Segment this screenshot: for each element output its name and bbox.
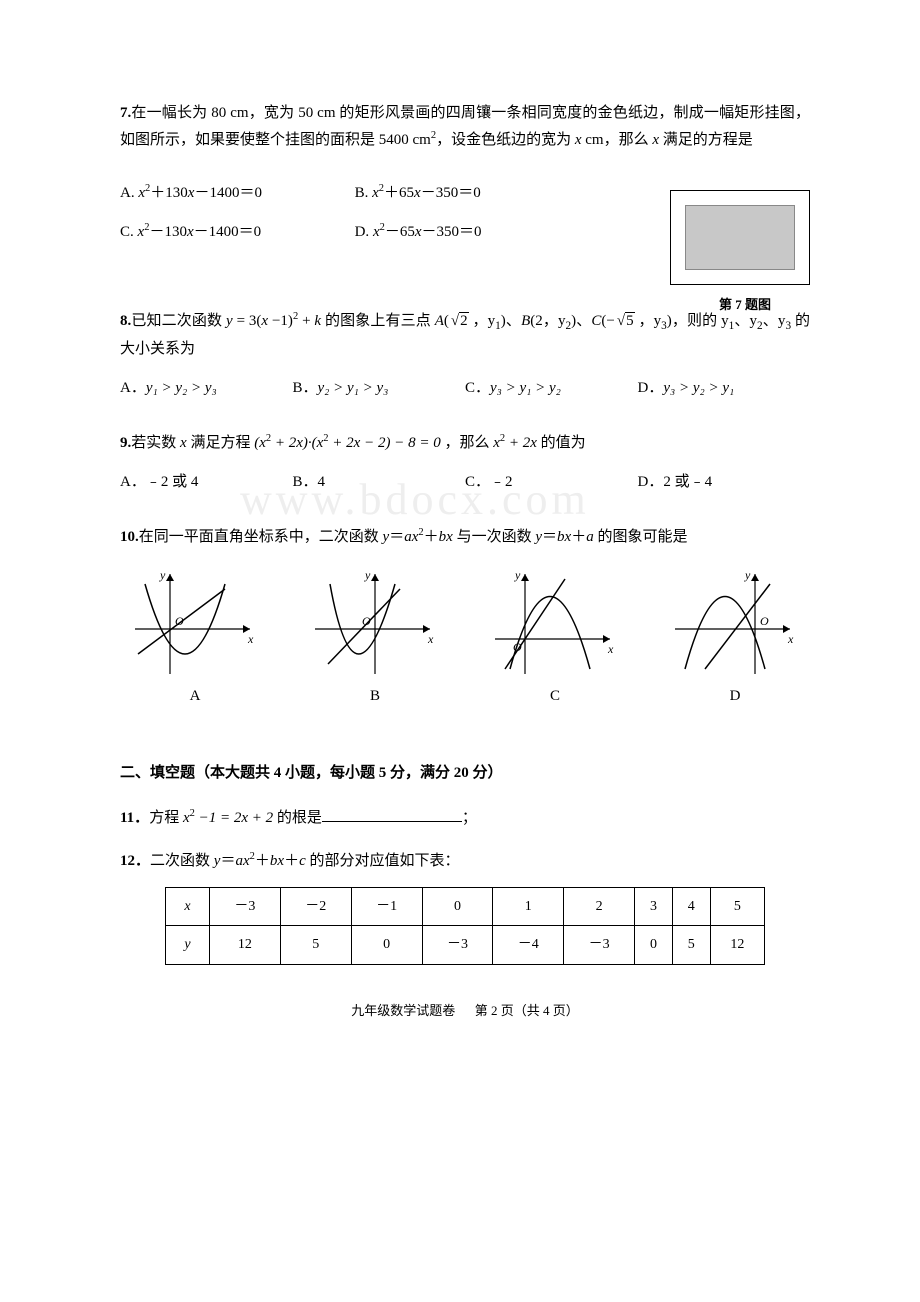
question-10: 10.在同一平面直角坐标系中，二次函数 y＝ax2＋bx 与一次函数 y＝bx＋… xyxy=(120,524,810,710)
q9-option-d: D．2 或﹣4 xyxy=(638,469,811,496)
table-cell: －2 xyxy=(280,888,351,926)
q8-options: A．y₁ > y₂ > y₃ B．y₂ > y₁ > y₃ C．y₃ > y₁ … xyxy=(120,375,810,402)
q10-graph-c: y x O C xyxy=(480,569,630,710)
q10-graph-b: y x O B xyxy=(300,569,450,710)
q10-number: 10. xyxy=(120,529,139,545)
table-cell: －1 xyxy=(351,888,422,926)
q8-option-b: B．y₂ > y₁ > y₃ xyxy=(293,375,466,402)
svg-text:O: O xyxy=(362,614,371,628)
table-cell: 0 xyxy=(635,926,673,964)
q12-stem: 12．二次函数 y＝ax2＋bx＋c 的部分对应值如下表： xyxy=(120,848,810,875)
q7-number: 7. xyxy=(120,105,131,121)
svg-text:y: y xyxy=(744,569,751,582)
question-9: www.bdocx.com 9.若实数 x 满足方程 (x2 + 2x)·(x2… xyxy=(120,430,810,496)
footer-page: 第 2 页（共 4 页） xyxy=(475,1003,579,1018)
table-cell: 12 xyxy=(210,926,281,964)
q7-figure: 第 7 题图 xyxy=(670,190,820,316)
q7-option-c: C. x2－130x－1400＝0 xyxy=(120,219,355,246)
q7-option-d: D. x2－65x－350＝0 xyxy=(355,219,590,246)
q7-outer-rect xyxy=(670,190,810,285)
q7-inner-rect xyxy=(685,205,795,270)
table-cell: 5 xyxy=(672,926,710,964)
table-cell: 5 xyxy=(710,888,764,926)
table-cell: 0 xyxy=(422,888,493,926)
q7-stem: 7.在一幅长为 80 cm，宽为 50 cm 的矩形风景画的四周镶一条相同宽度的… xyxy=(120,100,810,154)
svg-text:y: y xyxy=(364,569,371,582)
q11-number: 11． xyxy=(120,810,149,826)
footer-title: 九年级数学试题卷 xyxy=(351,1003,455,1018)
q7-option-a: A. x2＋130x－1400＝0 xyxy=(120,180,355,207)
table-row: x －3 －2 －1 0 1 2 3 4 5 xyxy=(166,888,765,926)
question-12: 12．二次函数 y＝ax2＋bx＋c 的部分对应值如下表： x －3 －2 －1… xyxy=(120,848,810,964)
table-row: y 12 5 0 －3 －4 －3 0 5 12 xyxy=(166,926,765,964)
svg-text:x: x xyxy=(607,642,614,656)
table-cell: 12 xyxy=(710,926,764,964)
q8-stem: 8.已知二次函数 y = 3(x −1)2 + k 的图象上有三点 A(2 ，y… xyxy=(120,308,810,363)
q9-option-a: A．﹣2 或 4 xyxy=(120,469,293,496)
q10-graph-a: y x O A xyxy=(120,569,270,710)
question-8: 8.已知二次函数 y = 3(x −1)2 + k 的图象上有三点 A(2 ，y… xyxy=(120,308,810,402)
q8-option-a: A．y₁ > y₂ > y₃ xyxy=(120,375,293,402)
table-cell: y xyxy=(166,926,210,964)
table-cell: －3 xyxy=(564,926,635,964)
svg-text:y: y xyxy=(514,569,521,582)
q9-stem: 9.若实数 x 满足方程 (x2 + 2x)·(x2 + 2x − 2) − 8… xyxy=(120,430,810,457)
q9-options: A．﹣2 或 4 B．4 C．﹣2 D．2 或﹣4 xyxy=(120,469,810,496)
section-2-title: 二、填空题（本大题共 4 小题，每小题 5 分，满分 20 分） xyxy=(120,760,810,787)
q8-option-c: C．y₃ > y₁ > y₂ xyxy=(465,375,638,402)
svg-text:O: O xyxy=(513,640,522,654)
table-cell: 5 xyxy=(280,926,351,964)
q12-table: x －3 －2 －1 0 1 2 3 4 5 y 12 5 0 －3 －4 －3… xyxy=(165,887,765,964)
table-cell: －3 xyxy=(422,926,493,964)
q12-number: 12． xyxy=(120,853,150,869)
q8-option-d: D．y₃ > y₂ > y₁ xyxy=(638,375,811,402)
q9-option-c: C．﹣2 xyxy=(465,469,638,496)
q7-options: A. x2＋130x－1400＝0 B. x2＋65x－350＝0 C. x2－… xyxy=(120,180,589,258)
q10-label-a: A xyxy=(120,683,270,710)
q11-stem: 11．方程 x2 −1 = 2x + 2 的根是； xyxy=(120,805,810,832)
q10-graph-d: y x O D xyxy=(660,569,810,710)
q10-label-b: B xyxy=(300,683,450,710)
table-cell: 2 xyxy=(564,888,635,926)
table-cell: 0 xyxy=(351,926,422,964)
svg-text:O: O xyxy=(760,614,769,628)
q7-option-b: B. x2＋65x－350＝0 xyxy=(355,180,590,207)
svg-text:x: x xyxy=(427,632,434,646)
q8-number: 8. xyxy=(120,313,131,329)
svg-text:y: y xyxy=(159,569,166,582)
table-cell: 4 xyxy=(672,888,710,926)
table-cell: 1 xyxy=(493,888,564,926)
question-11: 11．方程 x2 −1 = 2x + 2 的根是； xyxy=(120,805,810,832)
q11-blank xyxy=(322,807,462,822)
question-7: 7.在一幅长为 80 cm，宽为 50 cm 的矩形风景画的四周镶一条相同宽度的… xyxy=(120,100,810,258)
table-cell: 3 xyxy=(635,888,673,926)
svg-text:x: x xyxy=(787,632,794,646)
q10-stem: 10.在同一平面直角坐标系中，二次函数 y＝ax2＋bx 与一次函数 y＝bx＋… xyxy=(120,524,810,551)
q9-number: 9. xyxy=(120,435,131,451)
table-cell: －4 xyxy=(493,926,564,964)
table-cell: x xyxy=(166,888,210,926)
svg-text:O: O xyxy=(175,614,184,628)
q10-graphs: y x O A y x O B xyxy=(120,569,810,710)
page-footer: 九年级数学试题卷 第 2 页（共 4 页） xyxy=(120,999,810,1022)
q9-option-b: B．4 xyxy=(293,469,466,496)
table-cell: －3 xyxy=(210,888,281,926)
q10-label-c: C xyxy=(480,683,630,710)
q10-label-d: D xyxy=(660,683,810,710)
svg-text:x: x xyxy=(247,632,254,646)
